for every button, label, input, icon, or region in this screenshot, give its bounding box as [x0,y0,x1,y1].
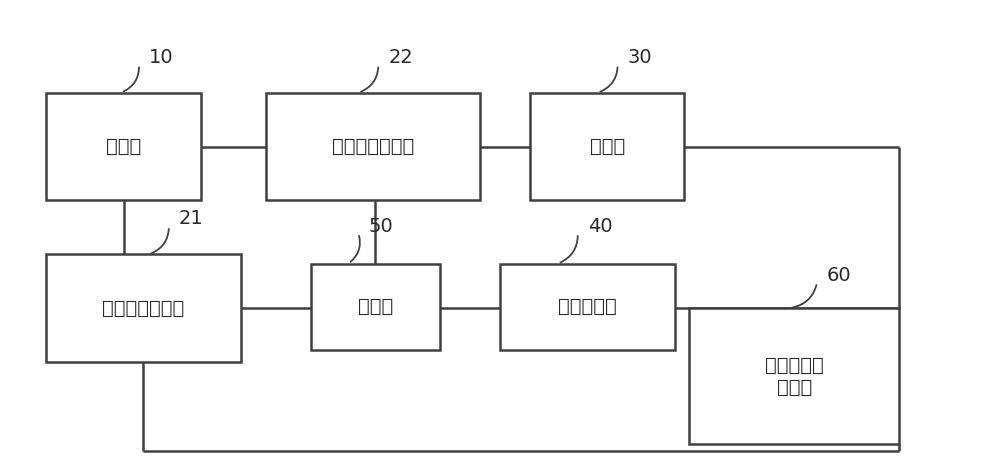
Bar [46,93,201,200]
Text: 21: 21 [179,210,204,228]
Bar [311,264,440,350]
Text: 30: 30 [628,48,652,67]
Bar [689,308,899,444]
Text: 逆变器: 逆变器 [590,137,625,156]
Text: 第一滑动变阻器: 第一滑动变阻器 [102,299,185,317]
Text: 40: 40 [588,217,612,236]
Text: 22: 22 [388,48,413,67]
Bar [266,93,480,200]
Text: 60: 60 [827,266,852,284]
Text: 50: 50 [368,217,393,236]
Text: 信号采集器: 信号采集器 [558,297,617,317]
Bar [530,93,684,200]
Text: 第二滑动变阻器: 第二滑动变阻器 [332,137,414,156]
Text: 控制器: 控制器 [358,297,393,317]
Text: 10: 10 [149,48,174,67]
Bar [500,264,675,350]
Bar [46,254,241,362]
Text: 变电站欠压
继电器: 变电站欠压 继电器 [765,356,824,397]
Text: 整流器: 整流器 [106,137,141,156]
